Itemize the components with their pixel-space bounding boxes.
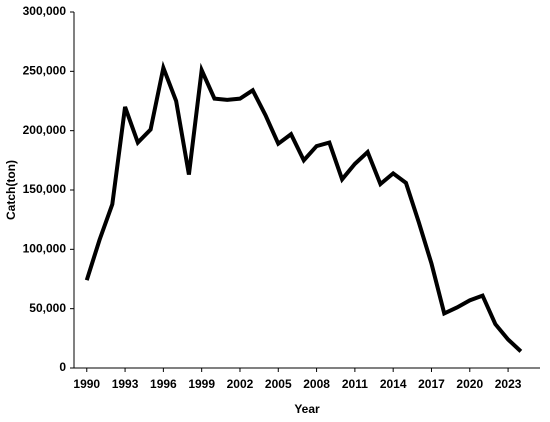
x-tick-label: 2020 <box>456 377 483 391</box>
x-tick-label: 2017 <box>418 377 445 391</box>
x-tick-label: 1990 <box>73 377 100 391</box>
x-tick-label: 2023 <box>495 377 522 391</box>
y-tick-label: 0 <box>59 360 66 374</box>
y-tick-label: 50,000 <box>29 301 66 315</box>
x-tick-label: 2011 <box>342 377 368 391</box>
y-tick-label: 300,000 <box>23 4 67 18</box>
x-tick-label: 2008 <box>303 377 330 391</box>
y-tick-label: 150,000 <box>23 182 67 196</box>
y-axis-label: Catch(ton) <box>4 160 18 220</box>
x-tick-label: 1993 <box>112 377 139 391</box>
x-tick-label: 2002 <box>227 377 254 391</box>
x-tick-label: 1999 <box>188 377 215 391</box>
y-tick-label: 100,000 <box>23 242 67 256</box>
x-tick-label: 2014 <box>380 377 407 391</box>
x-tick-label: 1996 <box>150 377 177 391</box>
data-line <box>84 60 523 353</box>
x-tick-label: 2005 <box>265 377 292 391</box>
x-axis-label: Year <box>294 402 320 416</box>
y-tick-label: 200,000 <box>23 123 67 137</box>
y-tick-label: 250,000 <box>23 64 67 78</box>
